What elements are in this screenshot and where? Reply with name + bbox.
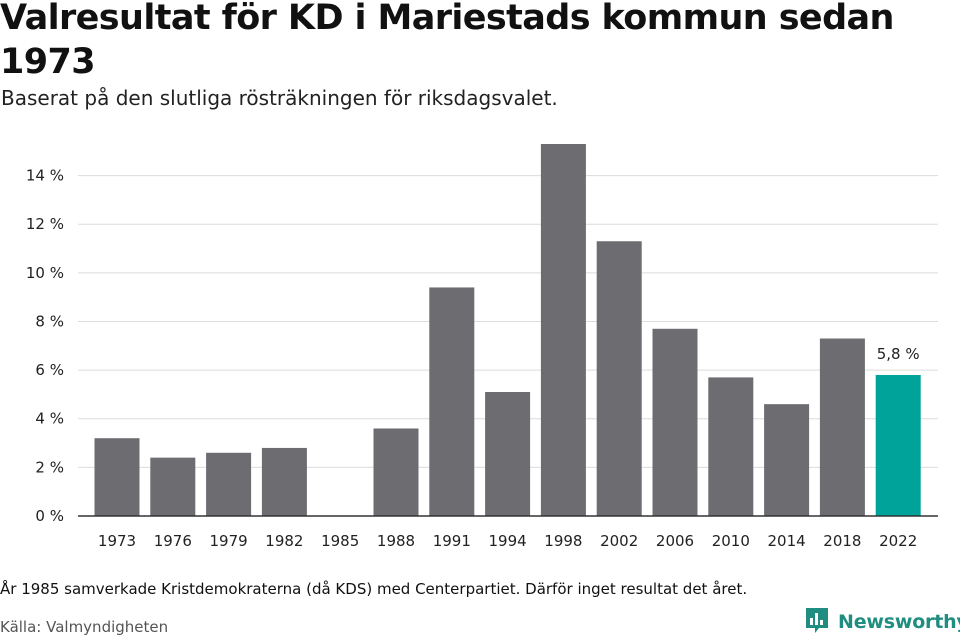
bar-1998[interactable]: [540, 144, 586, 516]
bar-1979[interactable]: [206, 452, 252, 516]
x-tick-label: 1988: [377, 532, 415, 550]
y-tick-label: 0 %: [35, 507, 64, 525]
y-tick-label: 2 %: [35, 458, 64, 476]
bar-2018[interactable]: [819, 338, 865, 516]
x-tick-label: 1982: [265, 532, 303, 550]
x-tick-label: 1979: [210, 532, 248, 550]
x-tick-label: 1991: [433, 532, 471, 550]
bar-1982[interactable]: [261, 447, 307, 516]
bar-1988[interactable]: [373, 428, 419, 516]
brand-name: Newsworthy: [838, 611, 960, 633]
y-tick-label: 6 %: [35, 361, 64, 379]
x-tick-label: 2010: [712, 532, 750, 550]
bar-2014[interactable]: [764, 404, 810, 516]
x-tick-label: 2014: [768, 532, 806, 550]
x-tick-label: 2022: [879, 532, 917, 550]
bar-2010[interactable]: [708, 377, 754, 516]
newsworthy-brand[interactable]: Newsworthy: [804, 608, 960, 636]
data-label: 5,8 %: [877, 345, 920, 363]
y-tick-label: 14 %: [26, 167, 64, 185]
bar-chart: 0 % 2 % 4 % 6 % 8 % 10 % 12 % 14 % 1973 1976 1979 1…: [26, 144, 938, 550]
x-tick-label: 2018: [823, 532, 861, 550]
bar-1976[interactable]: [150, 457, 196, 516]
x-tick-label: 1985: [321, 532, 359, 550]
bar-2002[interactable]: [596, 241, 642, 516]
source-credit: Källa: Valmyndigheten: [0, 618, 169, 636]
x-tick-label: 1976: [154, 532, 192, 550]
bar-1973[interactable]: [94, 438, 140, 516]
bar-2022[interactable]: [875, 374, 921, 516]
x-tick-label: 1998: [544, 532, 582, 550]
x-tick-label: 2006: [656, 532, 694, 550]
chart-title: Valresultat för KD i Mariestads kommun s…: [0, 0, 894, 82]
newsworthy-logo-icon: [804, 606, 830, 638]
bar-1994[interactable]: [485, 392, 531, 516]
y-tick-label: 8 %: [35, 312, 64, 330]
y-tick-label: 4 %: [35, 410, 64, 428]
x-tick-label: 1994: [489, 532, 527, 550]
y-tick-label: 10 %: [26, 264, 64, 282]
x-tick-label: 2002: [600, 532, 638, 550]
chart-subtitle: Baserat på den slutliga rösträkningen fö…: [1, 86, 558, 110]
bar-2006[interactable]: [652, 328, 698, 516]
bar-1991[interactable]: [429, 287, 475, 516]
y-tick-label: 12 %: [26, 215, 64, 233]
footnote: År 1985 samverkade Kristdemokraterna (då…: [0, 580, 748, 598]
x-tick-label: 1973: [98, 532, 136, 550]
